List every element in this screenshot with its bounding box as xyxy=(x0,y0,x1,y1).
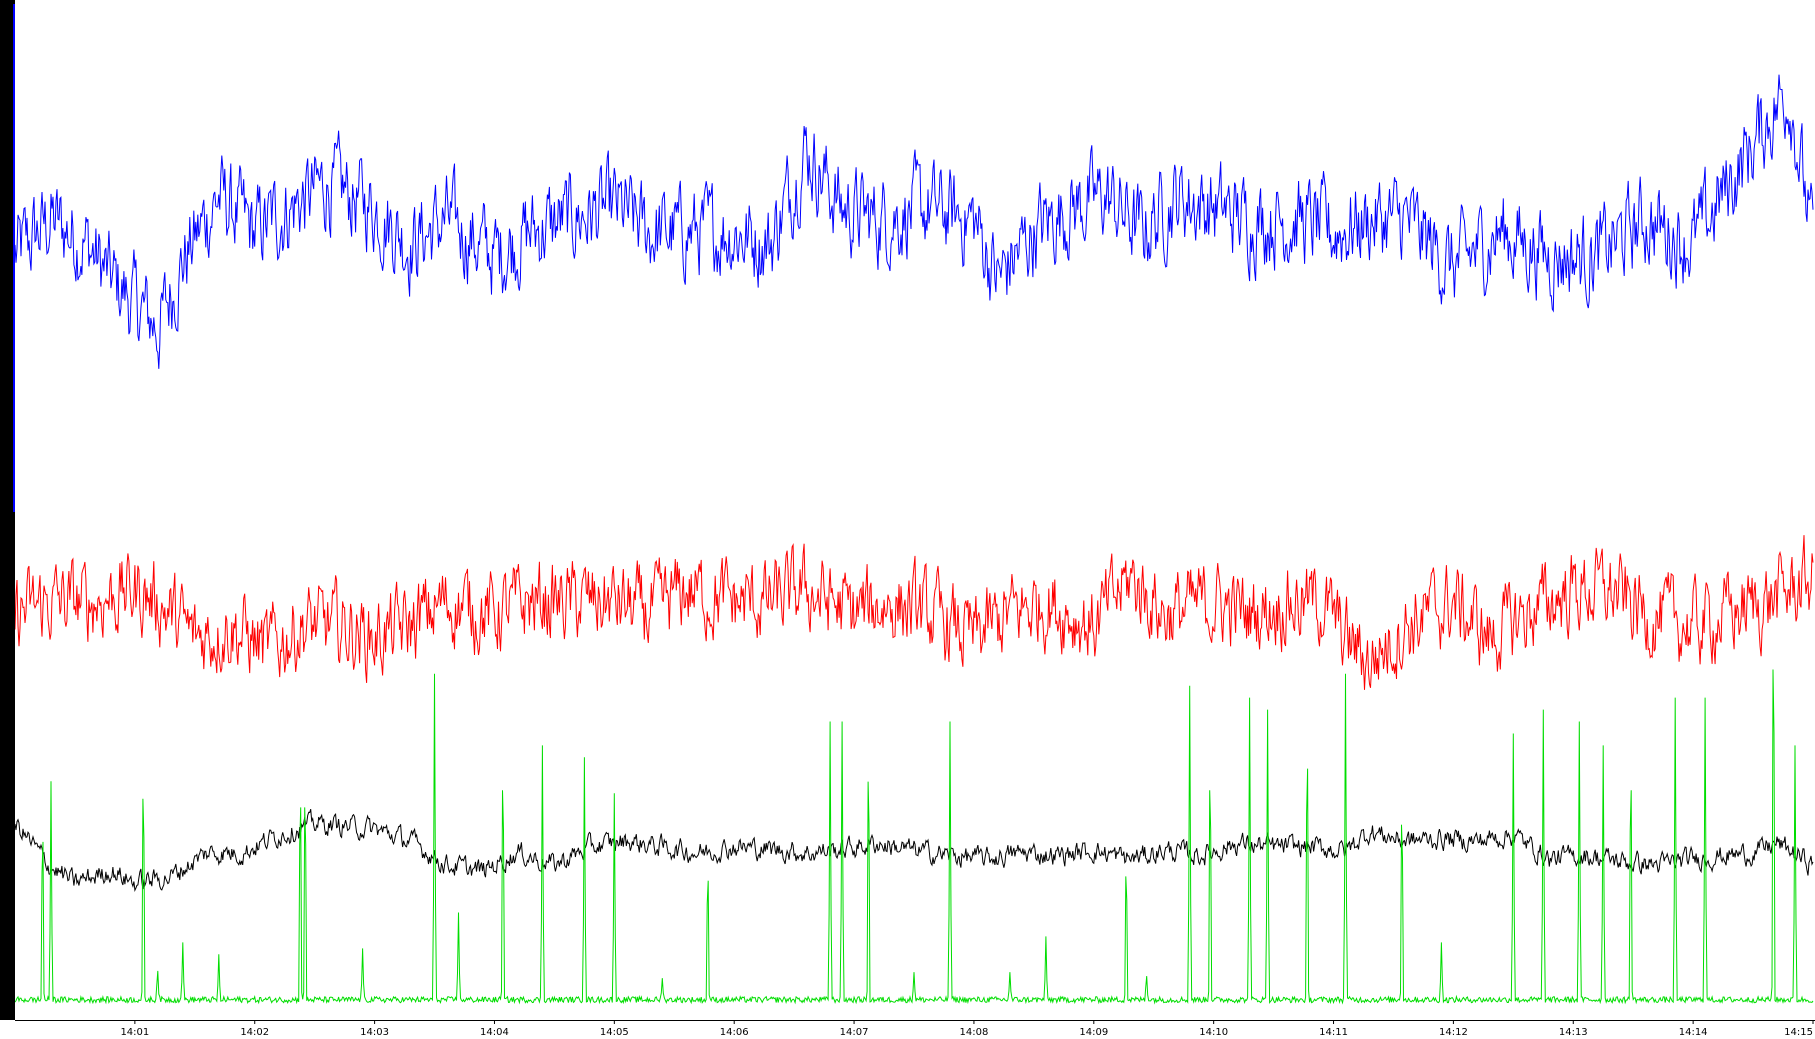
x-tick-label: 14:03 xyxy=(360,1027,389,1038)
y-tick-label: 1702 xyxy=(2,792,13,817)
x-tick-label: 14:10 xyxy=(1199,1027,1228,1038)
x-tick-label: 14:13 xyxy=(1559,1027,1588,1038)
y-tick-label: 0 xyxy=(2,1003,13,1009)
y-tick-label: 3404 xyxy=(2,589,13,614)
y-tick-label: 4255 xyxy=(2,487,13,512)
y-tick-label: 5106 xyxy=(2,386,13,411)
y-tick-label: 7659 xyxy=(2,81,13,106)
y-axis-range-indicator xyxy=(13,4,15,512)
x-tick-label: 14:15 xyxy=(1784,1027,1813,1038)
y-tick-label: 2553 xyxy=(2,690,13,715)
y-tick-label: 851 xyxy=(2,897,13,916)
x-tick-label: 14:12 xyxy=(1439,1027,1468,1038)
x-tick-label: 14:11 xyxy=(1319,1027,1348,1038)
x-tick-label: 14:14 xyxy=(1679,1027,1708,1038)
x-tick-label: 14:09 xyxy=(1079,1027,1108,1038)
series-line-2 xyxy=(14,809,1814,892)
series-layer xyxy=(14,74,1814,1005)
x-tick-label: 14:05 xyxy=(600,1027,629,1038)
x-tick-label: 14:04 xyxy=(480,1027,509,1038)
y-axis-bar xyxy=(0,0,15,1020)
x-tick-label: 14:06 xyxy=(720,1027,749,1038)
series-line-1 xyxy=(14,535,1814,690)
x-tick-label: 14:01 xyxy=(120,1027,149,1038)
x-tick-label: 14:08 xyxy=(960,1027,989,1038)
series-line-3 xyxy=(14,669,1814,1005)
series-line-0 xyxy=(14,74,1814,369)
y-tick-label: 8510 xyxy=(2,0,13,17)
x-tick-label: 14:02 xyxy=(240,1027,269,1038)
y-tick-label: 6808 xyxy=(2,182,13,207)
x-tick-label: 14:07 xyxy=(840,1027,869,1038)
y-tick-label: 5957 xyxy=(2,284,13,309)
